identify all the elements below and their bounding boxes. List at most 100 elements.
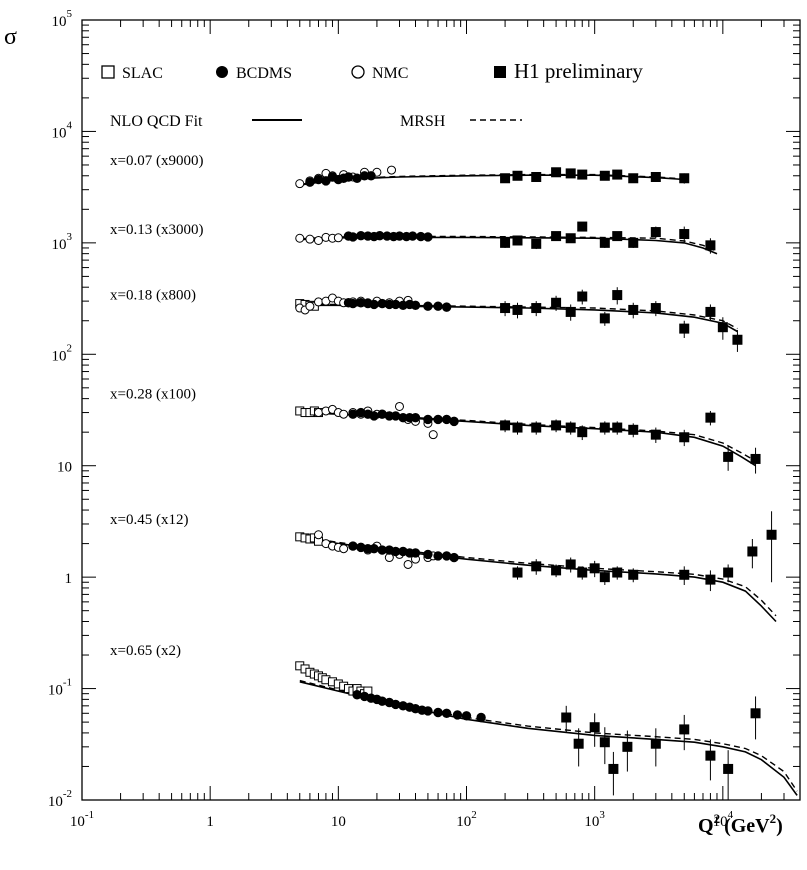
h1-point [551,420,562,431]
h1-point [612,290,623,301]
nmc-point [428,430,438,440]
h1-point [679,173,690,184]
h1-point [612,231,623,242]
x-tick-label: 1 [206,814,214,830]
h1-point [628,304,639,315]
h1-point [500,303,511,314]
h1-point [599,313,610,324]
bcdms-point [433,414,443,425]
x-tick-label: 10 [331,814,346,830]
h1-point [599,737,610,748]
h1-point [531,561,542,572]
h1-point [561,712,572,723]
nmc-point [339,409,349,419]
h1-point [577,427,588,438]
h1-point [512,567,523,578]
bcdms-point [441,708,452,718]
bcdms-point [461,711,472,721]
h1-point [531,303,542,314]
bin-labels: x=0.07 (x9000) x=0.13 (x3000) x=0.18 (x800… [110,153,203,659]
h1-point [565,306,576,317]
nmc-point [305,234,315,244]
bin-label: x=0.07 (x9000) [110,153,203,169]
nmc-point [339,544,349,554]
y-tick-label: 104 [52,119,73,141]
x-tick-label: 102 [456,809,477,830]
h1-point [551,167,562,178]
h1-point [565,233,576,244]
legend-line-label: NLO QCD Fit [110,113,203,130]
h1-point [723,567,734,578]
h1-point [551,231,562,242]
x-tick-label: 103 [584,809,605,830]
h1-point [612,169,623,180]
h1-point [705,240,716,251]
bcdms-point [343,172,354,182]
legend-h1-marker [494,66,506,78]
h1-point [565,559,576,570]
h1-point [650,303,661,314]
h1-point [705,306,716,317]
mrsh-curve [299,411,756,462]
h1-point [750,453,761,464]
h1-point [599,170,610,181]
h1-point [599,237,610,248]
bin-label: x=0.45 (x12) [110,512,188,528]
y-tick-label: 1 [65,571,73,587]
bcdms-point [433,301,443,311]
h1-point [717,322,728,333]
y-tick-label: 103 [52,231,73,253]
h1-point [612,567,623,578]
bcdms-point [410,300,421,311]
bcdms-point [410,412,421,423]
bcdms-point [348,541,358,551]
nmc-point [333,233,343,243]
bcdms-point [348,298,358,309]
h1-point [565,168,576,179]
y-tick-label: 10-2 [48,788,72,810]
h1-point [577,169,588,180]
bcdms-point [366,171,376,181]
bcdms-point [449,416,459,427]
h1-point [589,722,600,733]
data-points [295,165,777,800]
h1-point [628,237,639,248]
nmc-point [403,559,413,569]
nmc-point [313,530,323,540]
bcdms-point [369,299,379,310]
nmc-point [387,165,397,175]
h1-point [679,432,690,443]
bcdms-point [348,232,358,242]
legend: SLAC BCDMS NMC H1 preliminary NLO QCD Fit MRS… [101,59,643,130]
nmc-point [394,401,404,411]
h1-point [531,171,542,182]
nmc-point [313,408,323,418]
h1-point [512,422,523,433]
y-tick-label: 105 [52,8,73,30]
h1-point [732,334,743,345]
h1-point [766,529,777,540]
h1-point [512,235,523,246]
legend-entry-label: NMC [372,65,408,82]
y-tick-label: 102 [52,342,73,364]
bcdms-point [476,712,486,723]
h1-point [679,569,690,580]
nmc-point [295,233,305,243]
h1-point [723,451,734,462]
nmc-point [295,179,305,189]
h1-point [650,227,661,238]
bcdms-point [423,549,433,560]
h1-point [551,565,562,576]
bcdms-point [423,414,433,425]
bcdms-point [348,409,358,419]
h1-point [705,574,716,585]
h1-point [723,763,734,774]
h1-point [750,708,761,719]
mrsh-curve [299,235,718,252]
h1-point [679,724,690,735]
bcdms-point [423,232,433,242]
bcdms-point [369,543,379,554]
h1-point [531,238,542,249]
h1-point [577,567,588,578]
